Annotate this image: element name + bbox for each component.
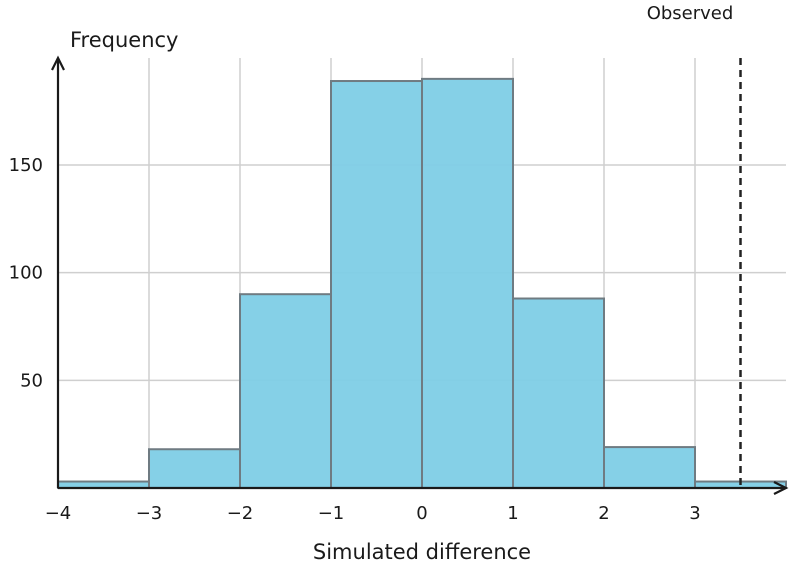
y-tick-label: 150 — [9, 155, 43, 176]
histogram-bars — [57, 77, 787, 490]
x-axis-arrowhead — [773, 481, 789, 495]
observed-label: Observed — [647, 3, 734, 24]
x-tick-labels: −4 −3 −2 −1 0 1 2 3 — [45, 503, 701, 524]
x-tick-label: 3 — [689, 503, 700, 524]
axes — [51, 55, 789, 495]
x-tick-label: −3 — [136, 503, 163, 524]
y-tick-labels: 50 100 150 — [9, 155, 43, 391]
y-tick-label: 100 — [9, 263, 43, 284]
histogram-bar — [239, 293, 332, 490]
histogram-bar — [148, 448, 241, 489]
x-tick-label: 1 — [507, 503, 518, 524]
histogram-bar — [512, 297, 605, 489]
histogram-bar — [603, 446, 696, 490]
x-tick-label: 0 — [416, 503, 427, 524]
x-tick-label: −2 — [227, 503, 254, 524]
histogram-bar — [421, 77, 514, 489]
x-tick-label: −4 — [45, 503, 72, 524]
y-axis-title: Frequency — [70, 28, 179, 52]
x-tick-label: 2 — [598, 503, 609, 524]
y-tick-label: 50 — [20, 370, 43, 391]
x-tick-label: −1 — [318, 503, 345, 524]
x-axis-title: Simulated difference — [313, 540, 531, 564]
histogram-bar — [330, 80, 423, 490]
y-axis-arrowhead — [51, 55, 65, 71]
